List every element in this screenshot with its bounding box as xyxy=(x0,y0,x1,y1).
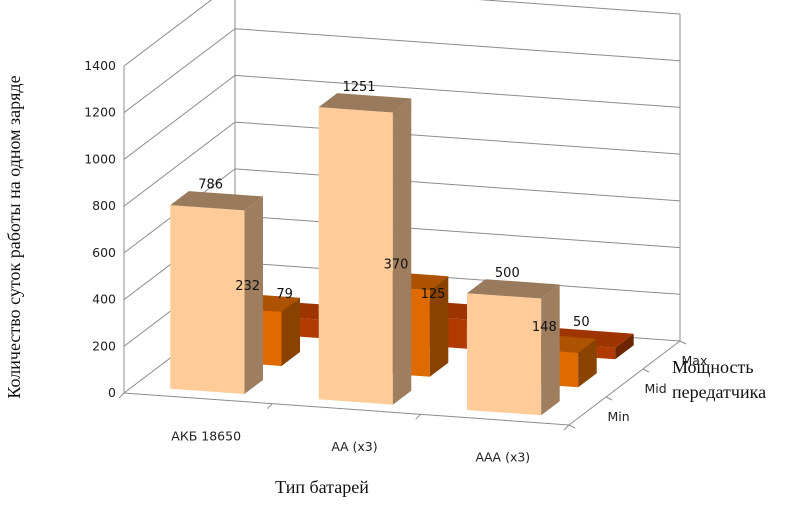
bar-top-face xyxy=(467,279,560,299)
series-tick xyxy=(568,424,576,429)
data-label: 370 xyxy=(384,258,409,273)
category-label: АКБ 18650 xyxy=(171,428,241,443)
data-label: 79 xyxy=(276,287,293,302)
y-tick-label: 200 xyxy=(92,338,116,353)
series-tick xyxy=(642,368,650,373)
depth-axis-title: Мощность передатчика xyxy=(672,357,766,402)
bar xyxy=(318,93,412,405)
bar xyxy=(170,191,263,394)
bar-side-face xyxy=(578,338,597,388)
bar-front-face xyxy=(467,293,542,416)
y-tick-label: 600 xyxy=(92,245,116,260)
bars xyxy=(170,93,634,416)
bar-side-face xyxy=(541,284,560,416)
data-label: 148 xyxy=(532,320,557,335)
series-tick xyxy=(679,340,687,345)
bar-top-face xyxy=(170,191,263,211)
series-axis-line xyxy=(568,340,681,426)
depth-axis-title-line-2: передатчика xyxy=(672,382,766,402)
bar-side-face xyxy=(392,98,412,405)
bar-front-face xyxy=(170,205,245,394)
y-tick-label: 1000 xyxy=(84,151,116,166)
category-tick xyxy=(563,424,570,431)
bar-side-face xyxy=(281,297,300,366)
y-tick-label: 800 xyxy=(92,198,116,213)
bar-side-face xyxy=(615,333,634,360)
data-label: 500 xyxy=(495,266,520,281)
category-tick xyxy=(266,403,273,410)
bar-front-face xyxy=(318,107,393,405)
category-label: АА (x3) xyxy=(331,439,377,454)
category-axis-line xyxy=(123,392,570,426)
data-label: 125 xyxy=(421,287,446,302)
y-tick-label: 1200 xyxy=(84,105,116,120)
series-label: Max xyxy=(682,353,708,368)
category-tick xyxy=(118,392,125,399)
y-tick-label: 0 xyxy=(108,385,116,400)
series-label: Mid xyxy=(645,381,667,396)
gridline-1400 xyxy=(123,0,681,67)
x-axis-title: Тип батарей xyxy=(275,477,369,497)
y-tick-label: 400 xyxy=(92,292,116,307)
category-label: ААА (x3) xyxy=(475,450,530,465)
series-tick xyxy=(605,396,613,401)
category-tick xyxy=(415,413,422,420)
labels: 0 200 400 600 800 1000 1200 1400 АКБ 18650 АА (x3… xyxy=(84,58,707,465)
y-axis-title: Количество суток работы на одном заряде xyxy=(4,75,24,398)
data-label: 1251 xyxy=(342,80,375,95)
data-label: 50 xyxy=(573,315,590,330)
data-label: 232 xyxy=(235,279,260,294)
bar xyxy=(467,279,560,416)
series-label: Min xyxy=(608,409,630,424)
bar-side-face xyxy=(244,196,263,394)
y-tick-label: 1400 xyxy=(84,58,116,73)
data-label: 786 xyxy=(198,178,223,193)
bar-side-face xyxy=(429,276,449,377)
bar-top-face xyxy=(318,93,412,113)
depth-axis-title-line-1: Мощность xyxy=(672,357,754,377)
